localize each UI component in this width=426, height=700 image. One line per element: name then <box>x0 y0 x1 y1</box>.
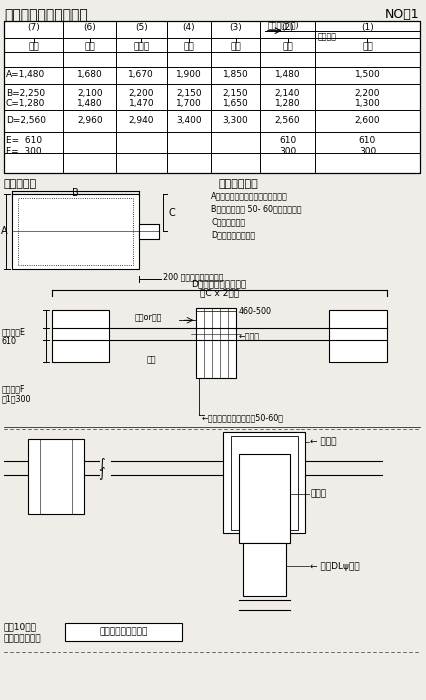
Text: 1,300: 1,300 <box>354 99 380 108</box>
Text: 枋の柄: 枋の柄 <box>310 489 326 498</box>
Text: 平成10年度: 平成10年度 <box>4 623 37 631</box>
Text: (1): (1) <box>360 23 373 32</box>
Text: A＝川底より主軸の中心までの寸法: A＝川底より主軸の中心までの寸法 <box>211 191 287 200</box>
Text: 2,960: 2,960 <box>77 116 102 125</box>
Text: D＝出来上がり外寸法: D＝出来上がり外寸法 <box>191 279 246 288</box>
Text: B=2,250: B=2,250 <box>6 89 45 97</box>
Text: 鼠号: 鼠号 <box>28 42 39 51</box>
Text: 2,150: 2,150 <box>222 89 248 97</box>
Text: 龍号: 龍号 <box>230 42 240 51</box>
Text: E=  610: E= 610 <box>6 136 42 145</box>
Text: 1,480: 1,480 <box>274 70 300 79</box>
Text: 610: 610 <box>358 136 375 145</box>
Text: 羽根板＝E: 羽根板＝E <box>2 327 26 336</box>
Text: 2,200: 2,200 <box>354 89 379 97</box>
Text: 馬号: 馬号 <box>361 42 372 51</box>
Text: 460-500: 460-500 <box>239 307 271 316</box>
Text: 2,140: 2,140 <box>274 89 299 97</box>
Text: （絵図面）: （絵図面） <box>4 179 37 190</box>
Text: B＝主軸（直径 50- 60ミリ）の長さ: B＝主軸（直径 50- 60ミリ）の長さ <box>211 204 301 214</box>
Text: 蛇号: 蛇号 <box>282 42 292 51</box>
Text: D=2,560: D=2,560 <box>6 116 46 125</box>
Text: 1,680: 1,680 <box>77 70 102 79</box>
Text: 2,940: 2,940 <box>128 116 154 125</box>
Text: （C x 2倍）: （C x 2倍） <box>199 288 238 298</box>
Text: 腕木or熊手: 腕木or熊手 <box>135 314 162 323</box>
Text: 1,850: 1,850 <box>222 70 248 79</box>
Text: 300: 300 <box>278 147 296 156</box>
Text: 水車上流より): 水車上流より) <box>267 20 299 29</box>
Text: ← 羽根板: ← 羽根板 <box>310 438 336 447</box>
Bar <box>196 308 236 378</box>
Text: １号機（　馬　号）: １号機（ 馬 号） <box>100 627 148 636</box>
Bar <box>242 543 285 596</box>
Text: 単位＝ミリ寸: 単位＝ミリ寸 <box>218 179 257 190</box>
Text: ∫: ∫ <box>98 458 104 472</box>
Text: (7): (7) <box>27 23 40 32</box>
Text: 1,500: 1,500 <box>354 70 380 79</box>
Text: 1,670: 1,670 <box>128 70 154 79</box>
Text: 200 ミリ（ゆとり寸法）: 200 ミリ（ゆとり寸法） <box>162 272 222 281</box>
Bar <box>223 433 305 533</box>
Text: 1,280: 1,280 <box>274 99 300 108</box>
Text: F=  300: F= 300 <box>6 147 41 156</box>
Bar <box>4 21 418 174</box>
Text: B: B <box>72 188 78 198</box>
Text: 2,560: 2,560 <box>274 116 300 125</box>
Text: 2,600: 2,600 <box>354 116 380 125</box>
Text: A=1,480: A=1,480 <box>6 70 45 79</box>
Text: 2,200: 2,200 <box>128 89 154 97</box>
Text: 町切水車　設計　資料: 町切水車 設計 資料 <box>4 8 87 22</box>
Text: (2): (2) <box>281 23 293 32</box>
Text: D＝出来上がり外径: D＝出来上がり外径 <box>211 230 255 239</box>
Bar <box>18 198 132 265</box>
Text: (4): (4) <box>182 23 195 32</box>
Bar <box>328 310 386 362</box>
Text: ←中心線: ←中心線 <box>239 332 259 342</box>
Text: 羽根板＝F: 羽根板＝F <box>2 385 26 393</box>
Text: ∫: ∫ <box>98 468 104 480</box>
Text: C: C <box>168 208 175 218</box>
Bar <box>239 454 289 543</box>
Text: 610: 610 <box>2 337 17 346</box>
Text: 兎号: 兎号 <box>183 42 194 51</box>
Text: 1,650: 1,650 <box>222 99 248 108</box>
Text: (3): (3) <box>229 23 242 32</box>
Text: C=1,280: C=1,280 <box>6 99 45 108</box>
Bar <box>52 310 109 362</box>
Text: 610: 610 <box>278 136 296 145</box>
Text: C＝水車の半径: C＝水車の半径 <box>211 217 245 226</box>
Text: 胴木: 胴木 <box>147 356 156 365</box>
Text: 1,900: 1,900 <box>176 70 201 79</box>
Text: 手づくり水車は: 手づくり水車は <box>4 635 41 643</box>
Text: (6): (6) <box>83 23 96 32</box>
Text: 1,470: 1,470 <box>128 99 154 108</box>
Text: （1）300: （1）300 <box>2 395 32 404</box>
Text: 2,150: 2,150 <box>176 89 201 97</box>
Text: A: A <box>1 227 7 237</box>
Text: 2,100: 2,100 <box>77 89 102 97</box>
Text: 機械番号: 機械番号 <box>317 32 336 41</box>
Text: NO－1: NO－1 <box>384 8 418 21</box>
Text: ←シャフトの外形寸法（50-60）: ←シャフトの外形寸法（50-60） <box>201 413 283 422</box>
Text: (5): (5) <box>135 23 147 32</box>
Text: 1,480: 1,480 <box>77 99 102 108</box>
Text: ← 枋（DLψ（）: ← 枋（DLψ（） <box>310 561 359 570</box>
Bar <box>28 440 84 514</box>
Bar <box>230 436 297 529</box>
Text: 1,700: 1,700 <box>176 99 201 108</box>
Text: 300: 300 <box>358 147 375 156</box>
Bar <box>138 223 158 239</box>
Text: 3,300: 3,300 <box>222 116 248 125</box>
Text: 3,400: 3,400 <box>176 116 201 125</box>
Bar <box>65 623 182 640</box>
Bar <box>12 195 138 269</box>
Text: 虎　号: 虎 号 <box>133 42 149 51</box>
Text: 牛号: 牛号 <box>84 42 95 51</box>
